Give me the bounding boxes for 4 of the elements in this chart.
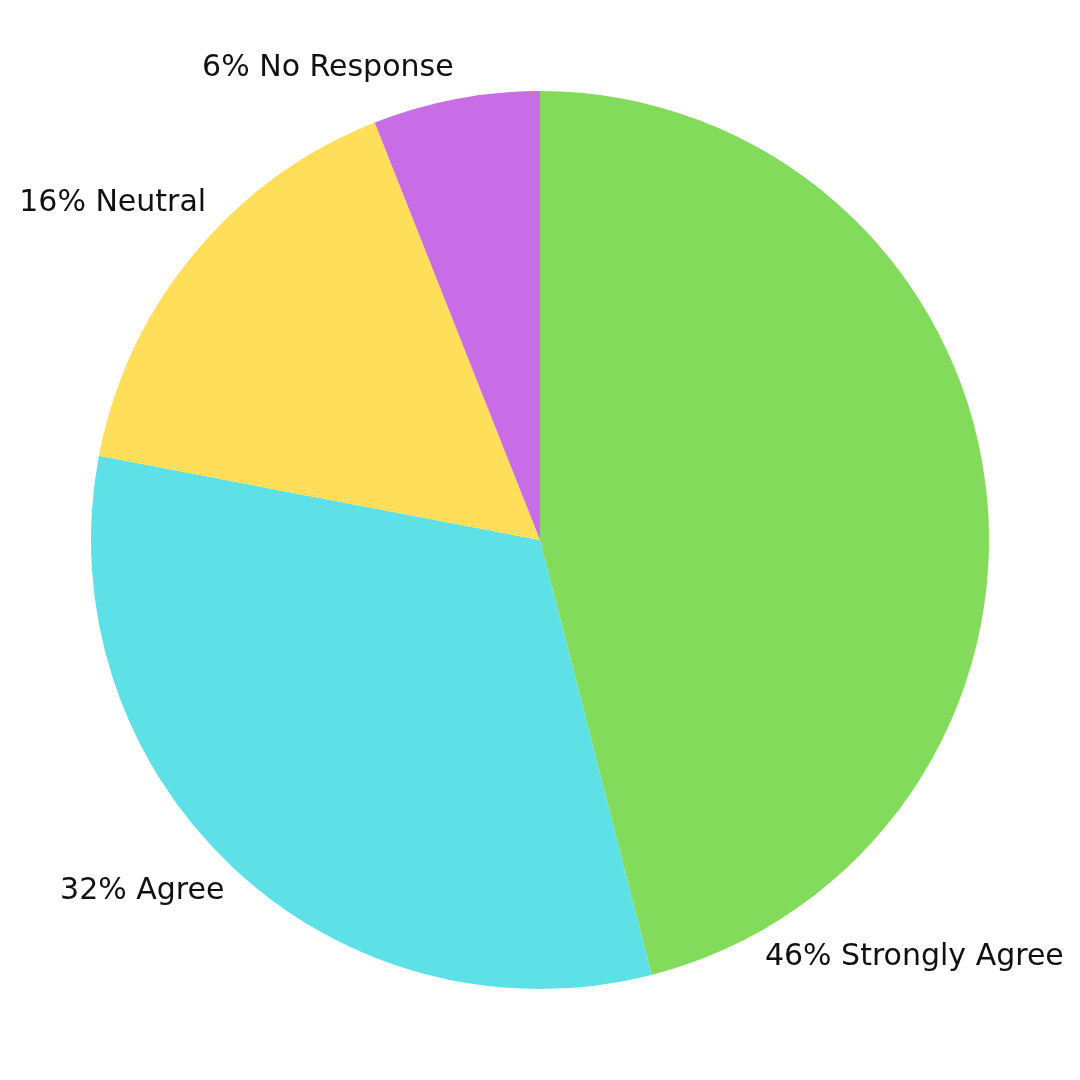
slice-label: 16% Neutral xyxy=(19,182,207,218)
slice-label: 46% Strongly Agree xyxy=(764,937,1064,973)
slice-label: 6% No Response xyxy=(202,47,454,83)
slice-label: 32% Agree xyxy=(60,870,225,906)
